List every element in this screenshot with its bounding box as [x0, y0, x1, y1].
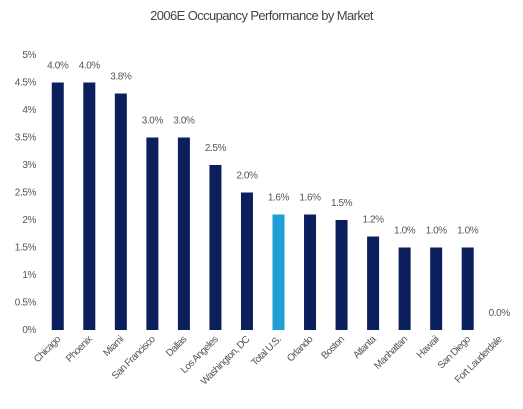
data-label: 2.5%: [205, 143, 227, 154]
data-label: 1.0%: [394, 226, 416, 237]
bar: [335, 220, 348, 330]
data-labels: 4.0% 4.0% 3.8% 3.0% 3.0% 2.5% 2.0% 1.6% 1.6% 1.5%…: [47, 61, 511, 320]
bar-series: [51, 82, 474, 330]
y-tick-label: 2%: [22, 215, 36, 226]
x-tick-label: Miami: [101, 334, 126, 359]
data-label: 1.2%: [362, 215, 384, 226]
y-tick-label: 4.5%: [15, 78, 37, 89]
y-tick-label: 1.5%: [15, 243, 37, 254]
bar: [304, 214, 317, 330]
bar: [398, 247, 411, 330]
bar: [430, 247, 443, 330]
x-tick-label: Total U.S.: [249, 334, 283, 368]
y-axis: 0% 0.5% 1% 1.5% 2% 2.5% 3% 3.5% 4% 4.5% 5%: [15, 50, 37, 336]
data-label: 1.0%: [426, 226, 448, 237]
y-tick-label: 5%: [22, 50, 36, 61]
x-tick-label: Dallas: [164, 334, 189, 359]
data-label: 1.6%: [299, 193, 321, 204]
data-label: 3.8%: [110, 72, 132, 83]
chart-title: 2006E Occupancy Performance by Market: [150, 8, 373, 23]
data-label: 4.0%: [79, 61, 101, 72]
data-label: 4.0%: [47, 61, 69, 72]
x-tick-label: Boston: [319, 334, 346, 361]
y-tick-label: 0%: [22, 325, 36, 336]
data-label: 1.5%: [331, 198, 353, 209]
bar: [146, 137, 159, 330]
data-label: 0.0%: [489, 308, 511, 319]
y-tick-label: 2.5%: [15, 188, 37, 199]
data-label: 2.0%: [236, 171, 258, 182]
bar: [272, 214, 285, 330]
x-tick-label: Manhattan: [372, 334, 409, 371]
bar: [240, 192, 253, 330]
data-label: 3.0%: [173, 116, 195, 127]
y-tick-label: 3%: [22, 160, 36, 171]
bar: [51, 82, 64, 330]
bar: [209, 165, 222, 330]
bar: [83, 82, 96, 330]
data-label: 1.0%: [457, 226, 479, 237]
x-tick-label: Phoenix: [64, 334, 95, 365]
x-tick-label: Orlando: [285, 334, 316, 365]
y-tick-label: 0.5%: [15, 298, 37, 309]
bar: [114, 93, 127, 330]
bar: [367, 236, 380, 330]
bar: [461, 247, 474, 330]
data-label: 1.6%: [268, 193, 290, 204]
x-tick-label: Chicago: [32, 334, 63, 365]
y-tick-label: 4%: [22, 105, 36, 116]
data-label: 3.0%: [142, 116, 164, 127]
x-tick-label: Hawaii: [415, 334, 442, 361]
x-tick-label: Atlanta: [351, 334, 379, 362]
y-tick-label: 3.5%: [15, 133, 37, 144]
y-tick-label: 1%: [22, 270, 36, 281]
bar: [177, 137, 190, 330]
